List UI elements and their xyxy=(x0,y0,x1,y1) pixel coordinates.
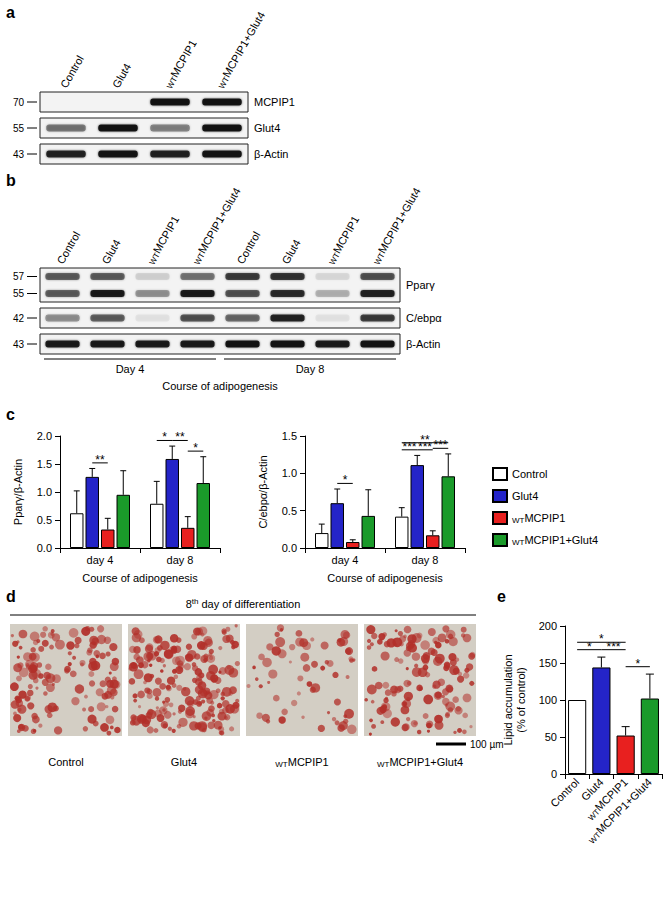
svg-text:Glut4: Glut4 xyxy=(254,122,280,134)
svg-text:MCPIP1+Glut4: MCPIP1+Glut4 xyxy=(196,186,243,256)
svg-text:200: 200 xyxy=(539,620,557,632)
svg-text:43: 43 xyxy=(13,339,25,350)
svg-text:WT: WT xyxy=(327,251,342,267)
svg-text:Glut4: Glut4 xyxy=(110,61,134,90)
svg-text:WT: WT xyxy=(377,760,390,769)
svg-text:**: ** xyxy=(95,453,105,467)
svg-text:d: d xyxy=(6,588,16,605)
svg-text:*: * xyxy=(635,657,640,671)
svg-text:th: th xyxy=(192,597,199,606)
svg-text:42: 42 xyxy=(13,313,25,324)
svg-text:WT: WT xyxy=(372,251,387,267)
svg-text:MCPIP1: MCPIP1 xyxy=(168,38,199,79)
svg-text:Glut4: Glut4 xyxy=(99,237,123,266)
svg-text:Pparγ/β-Actin: Pparγ/β-Actin xyxy=(12,459,24,525)
svg-text:1.0: 1.0 xyxy=(37,486,52,498)
svg-text:**: ** xyxy=(175,430,185,444)
svg-text:day 8: day 8 xyxy=(167,554,194,566)
svg-text:0.5: 0.5 xyxy=(37,514,52,526)
svg-text:WT: WT xyxy=(192,251,207,267)
svg-text:day 4: day 4 xyxy=(332,554,359,566)
svg-text:MCPIP1+Glut4: MCPIP1+Glut4 xyxy=(220,10,267,80)
svg-text:55: 55 xyxy=(13,288,25,299)
svg-text:MCPIP1+Glut4: MCPIP1+Glut4 xyxy=(376,186,423,256)
svg-text:MCPIP1+Glut4: MCPIP1+Glut4 xyxy=(594,776,655,837)
svg-text:MCPIP1: MCPIP1 xyxy=(151,214,182,255)
svg-text:*: * xyxy=(343,473,348,487)
svg-text:***: *** xyxy=(402,440,416,454)
svg-text:WT: WT xyxy=(147,251,162,267)
svg-text:C/ebpα: C/ebpα xyxy=(406,312,442,324)
svg-text:**: ** xyxy=(420,433,430,447)
svg-text:Lipid accumulation: Lipid accumulation xyxy=(502,654,514,745)
svg-text:day 4: day 4 xyxy=(87,554,114,566)
svg-text:MCPIP1+Glut4: MCPIP1+Glut4 xyxy=(389,756,463,768)
svg-text:0.5: 0.5 xyxy=(282,505,297,517)
svg-text:Glut4: Glut4 xyxy=(578,775,606,803)
svg-text:0.0: 0.0 xyxy=(37,542,52,554)
svg-text:WT: WT xyxy=(512,516,525,525)
svg-text:Glut4: Glut4 xyxy=(279,237,303,266)
svg-text:a: a xyxy=(6,4,15,21)
svg-text:8: 8 xyxy=(185,598,192,610)
svg-text:MCPIP1: MCPIP1 xyxy=(524,512,565,524)
svg-text:Control: Control xyxy=(54,229,82,266)
svg-text:Control: Control xyxy=(58,53,86,90)
svg-text:43: 43 xyxy=(13,149,25,160)
svg-text:*: * xyxy=(599,632,604,646)
svg-text:(% of control): (% of control) xyxy=(515,667,527,732)
svg-text:Course of adipogenesis: Course of adipogenesis xyxy=(327,572,443,584)
svg-text:day of differentiation: day of differentiation xyxy=(198,598,300,610)
svg-text:β-Actin: β-Actin xyxy=(254,148,288,160)
svg-text:WT: WT xyxy=(586,807,601,822)
svg-text:***: *** xyxy=(433,438,447,452)
svg-text:100: 100 xyxy=(539,694,557,706)
svg-text:***: *** xyxy=(606,640,620,654)
svg-text:WT: WT xyxy=(217,75,232,91)
svg-text:1.0: 1.0 xyxy=(282,467,297,479)
svg-text:Course of adipogenesis: Course of adipogenesis xyxy=(82,572,198,584)
svg-text:0.0: 0.0 xyxy=(282,542,297,554)
svg-text:β-Actin: β-Actin xyxy=(406,338,440,350)
svg-text:day 8: day 8 xyxy=(412,554,439,566)
svg-text:Control: Control xyxy=(548,776,582,810)
svg-text:2.0: 2.0 xyxy=(37,430,52,442)
svg-text:50: 50 xyxy=(545,731,557,743)
svg-text:Day 4: Day 4 xyxy=(116,363,145,375)
svg-text:*: * xyxy=(587,640,592,654)
svg-text:70: 70 xyxy=(13,97,25,108)
svg-text:55: 55 xyxy=(13,123,25,134)
svg-text:Pparγ: Pparγ xyxy=(406,279,435,291)
svg-text:*: * xyxy=(193,441,198,455)
svg-text:C/ebpα/β-Actin: C/ebpα/β-Actin xyxy=(257,455,269,528)
svg-text:Glut4: Glut4 xyxy=(171,756,197,768)
svg-text:WT: WT xyxy=(588,831,603,846)
svg-text:1.5: 1.5 xyxy=(37,458,52,470)
svg-text:1.5: 1.5 xyxy=(282,430,297,442)
svg-text:MCPIP1: MCPIP1 xyxy=(254,96,295,108)
svg-text:0: 0 xyxy=(551,768,557,780)
svg-text:Control: Control xyxy=(48,756,83,768)
svg-text:b: b xyxy=(6,172,16,189)
svg-text:WT: WT xyxy=(275,760,288,769)
svg-text:Glut4: Glut4 xyxy=(512,490,538,502)
svg-text:Control: Control xyxy=(512,468,547,480)
svg-text:WT: WT xyxy=(512,538,525,547)
svg-text:Course of adipogenesis: Course of adipogenesis xyxy=(162,380,278,392)
svg-text:MCPIP1: MCPIP1 xyxy=(288,756,329,768)
svg-text:WT: WT xyxy=(165,75,180,91)
svg-text:*: * xyxy=(162,430,167,444)
svg-text:150: 150 xyxy=(539,657,557,669)
svg-text:MCPIP1: MCPIP1 xyxy=(331,214,362,255)
svg-text:100 µm: 100 µm xyxy=(470,739,504,750)
svg-text:57: 57 xyxy=(13,271,25,282)
svg-text:MCPIP1+Glut4: MCPIP1+Glut4 xyxy=(524,534,598,546)
svg-text:c: c xyxy=(6,406,15,423)
svg-text:Day 8: Day 8 xyxy=(296,363,325,375)
svg-text:e: e xyxy=(497,588,506,605)
svg-text:Control: Control xyxy=(234,229,262,266)
